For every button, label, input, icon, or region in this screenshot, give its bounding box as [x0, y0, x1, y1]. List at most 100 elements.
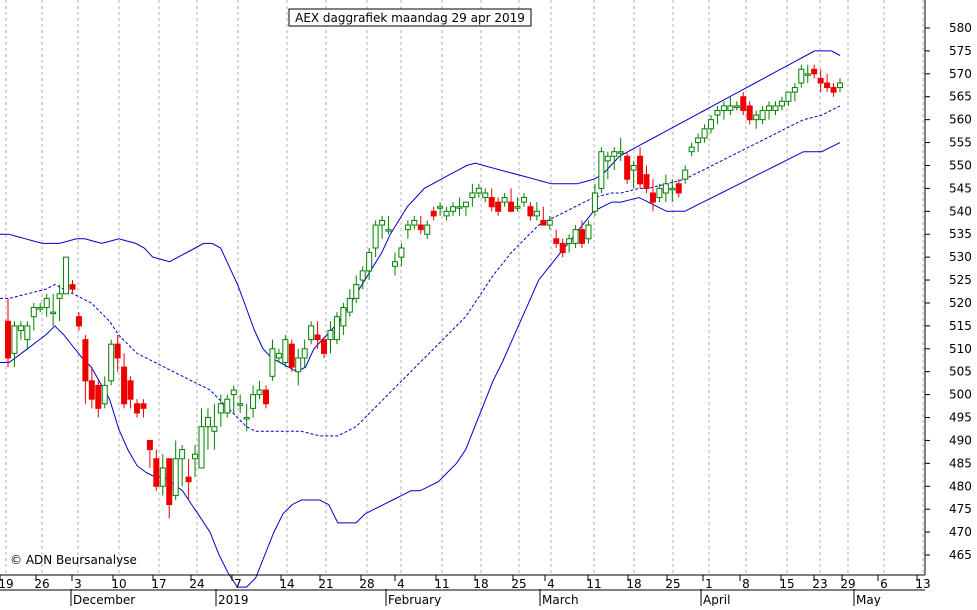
candle-body — [688, 146, 695, 153]
candle-body — [217, 403, 224, 414]
candle — [185, 458, 192, 501]
candle — [340, 302, 347, 336]
candle-body — [75, 316, 82, 327]
candle — [708, 115, 715, 134]
candle-body — [172, 458, 179, 496]
y-tick-label: 560 — [949, 113, 972, 127]
candles — [5, 64, 843, 519]
lower-band-line — [0, 142, 841, 588]
candle — [114, 335, 121, 372]
candle — [230, 385, 237, 413]
candle — [262, 385, 269, 409]
candle — [63, 256, 70, 295]
candle — [546, 215, 553, 230]
candle — [198, 408, 205, 469]
candle-body — [598, 151, 605, 189]
month-label: May — [856, 593, 881, 606]
candle-body — [243, 417, 250, 420]
candle-body — [211, 426, 218, 432]
candle-body — [140, 403, 147, 409]
x-tick-label: 15 — [779, 577, 794, 591]
x-tick-label: 11 — [434, 577, 449, 591]
candle — [791, 82, 798, 102]
month-label: February — [388, 593, 441, 606]
candle-body — [379, 219, 386, 226]
y-tick-label: 530 — [949, 250, 972, 264]
y-tick-label: 545 — [949, 181, 972, 195]
candle-body — [746, 105, 753, 121]
month-label: April — [703, 593, 730, 606]
candle — [527, 202, 534, 221]
x-tick-label: 4 — [397, 577, 405, 591]
candle-body — [301, 348, 308, 359]
candle — [688, 142, 695, 157]
candle-body — [146, 439, 153, 451]
candle-body — [630, 164, 637, 171]
candle-body — [269, 348, 276, 377]
candle-body — [5, 320, 11, 359]
copyright-label: © ADN Beursanalyse — [10, 553, 137, 567]
x-tick-label: 18 — [626, 577, 641, 591]
candle-body — [250, 394, 257, 409]
candle-body — [450, 206, 457, 212]
candle-body — [204, 417, 211, 428]
candle-body — [514, 206, 521, 209]
candle — [301, 339, 308, 368]
candle-body — [469, 192, 476, 199]
candle-body — [520, 197, 527, 203]
candle — [675, 179, 682, 198]
y-tick-label: 540 — [949, 204, 972, 218]
candle — [404, 220, 411, 239]
candle-body — [824, 82, 831, 89]
candle-body — [288, 343, 295, 368]
candle — [366, 247, 373, 281]
candle — [50, 293, 57, 326]
candle — [759, 105, 766, 125]
candle — [430, 206, 437, 221]
x-tick-label: 25 — [665, 577, 680, 591]
candle-body — [791, 87, 798, 93]
candle-body — [424, 224, 431, 235]
upper-band-line — [0, 50, 841, 373]
candle-body — [50, 311, 57, 315]
y-tick-label: 535 — [949, 227, 972, 241]
candle-body — [114, 343, 121, 359]
candle-body — [508, 201, 515, 212]
candle-body — [540, 219, 547, 226]
candle-body — [230, 389, 237, 396]
candle-body — [624, 155, 631, 180]
candle-body — [108, 343, 115, 382]
y-tick-label: 485 — [949, 456, 972, 470]
candle — [514, 197, 521, 212]
x-tick-label: 14 — [279, 577, 294, 591]
candle — [359, 266, 366, 290]
candle — [572, 225, 579, 248]
candle-body — [778, 100, 785, 107]
x-tick-label: 3 — [74, 577, 82, 591]
candle-body — [224, 398, 231, 414]
candle — [30, 302, 37, 331]
candle — [224, 394, 231, 418]
candle — [56, 284, 63, 322]
candle — [450, 202, 457, 216]
candle — [166, 458, 173, 519]
candle — [817, 69, 824, 93]
candle-body — [24, 325, 31, 341]
x-tick-label: 17 — [151, 577, 166, 591]
y-tick-label: 465 — [949, 548, 972, 562]
candle-body — [785, 91, 792, 102]
candle — [566, 234, 573, 253]
candle — [88, 367, 95, 409]
chart-title-box — [288, 8, 532, 27]
candle-body — [159, 467, 166, 487]
candle — [82, 335, 89, 404]
candle-body — [740, 96, 747, 111]
candle-body — [804, 73, 811, 76]
y-tick-label: 480 — [949, 479, 972, 493]
candle — [237, 394, 244, 413]
x-tick-label: 6 — [880, 577, 888, 591]
candle-body — [572, 229, 579, 244]
candle — [121, 353, 128, 409]
